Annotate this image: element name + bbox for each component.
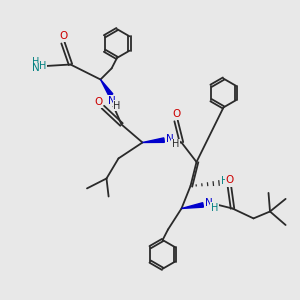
Text: N: N xyxy=(205,197,212,208)
Text: N: N xyxy=(108,95,116,106)
Polygon shape xyxy=(182,203,203,208)
Text: O: O xyxy=(225,176,234,187)
Text: O: O xyxy=(172,109,180,119)
Text: H: H xyxy=(211,203,218,213)
Text: H: H xyxy=(113,100,121,111)
Text: N: N xyxy=(32,63,40,74)
Text: H: H xyxy=(221,176,228,187)
Text: O: O xyxy=(59,31,67,41)
Polygon shape xyxy=(100,80,113,96)
Text: H: H xyxy=(172,139,179,149)
Text: N: N xyxy=(166,134,173,144)
Text: O: O xyxy=(94,97,102,107)
Text: O: O xyxy=(225,175,234,185)
Text: H: H xyxy=(32,56,40,67)
Text: H: H xyxy=(39,61,46,71)
Polygon shape xyxy=(142,138,164,142)
